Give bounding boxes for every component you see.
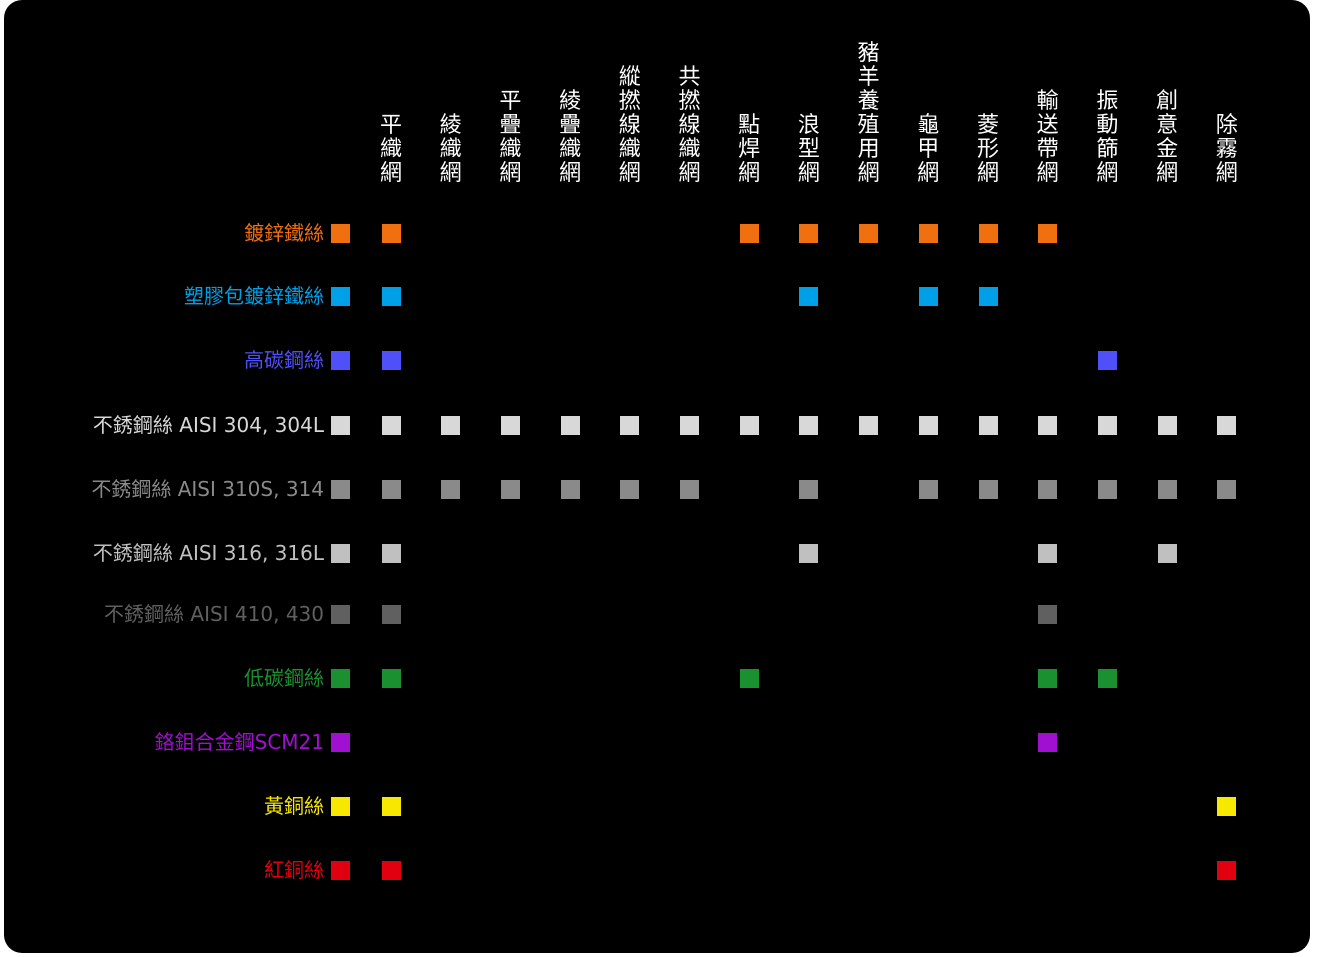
matrix-cell-marker [441, 415, 461, 435]
legend-swatch [330, 223, 350, 243]
row-label: 鉻鉬合金鋼SCM21 [154, 730, 324, 754]
legend-swatch [330, 479, 350, 499]
column-header: 綾織網 [439, 113, 462, 186]
matrix-cell-marker [1038, 604, 1058, 624]
row-label: 低碳鋼絲 [244, 666, 324, 690]
matrix-cell-marker [500, 415, 520, 435]
column-header: 點焊網 [738, 113, 761, 186]
matrix-cell-marker [1157, 479, 1177, 499]
row-label: 不銹鋼絲 AISI 410, 430 [104, 602, 324, 626]
matrix-cell-marker [918, 415, 938, 435]
column-header: 綾疊織網 [559, 89, 582, 186]
legend-swatch [330, 860, 350, 880]
matrix-cell-marker [680, 415, 699, 435]
column-header: 平織網 [379, 113, 402, 186]
column-header: 平疊織網 [499, 89, 522, 186]
matrix-cell-marker [1038, 668, 1058, 688]
row-label: 不銹鋼絲 AISI 304, 304L [92, 413, 324, 437]
matrix-cell-marker [620, 479, 640, 499]
material-mesh-matrix: 平織網 綾織網 平疊織網 綾疊織網 縱撚線織網 共撚線織網 點焊網 浪型網 豬羊養殖用網 龜甲網 菱… [4, 0, 1310, 953]
matrix-cell-marker [978, 223, 998, 243]
column-header: 共撚線織網 [678, 65, 701, 186]
column-header: 振動篩網 [1096, 89, 1119, 186]
row-label: 紅銅絲 [264, 858, 324, 882]
matrix-cell-marker [1217, 415, 1237, 435]
matrix-cell-marker [859, 415, 879, 435]
matrix-cell-marker [918, 479, 938, 499]
matrix-cell-marker [739, 223, 759, 243]
matrix-cell-marker [739, 668, 759, 688]
matrix-cell-marker [560, 479, 580, 499]
matrix-cell-marker [1097, 350, 1117, 370]
matrix-cell-marker [1217, 479, 1237, 499]
legend-swatch [330, 415, 350, 435]
matrix-cell-marker [381, 668, 401, 688]
row-label: 不銹鋼絲 AISI 310S, 314 [91, 477, 324, 501]
matrix-cell-marker [799, 415, 819, 435]
legend-swatch [330, 796, 350, 816]
legend-swatch [330, 543, 350, 563]
matrix-cell-marker [441, 479, 461, 499]
column-header: 龜甲網 [917, 113, 940, 186]
matrix-cell-marker [381, 604, 401, 624]
column-header: 浪型網 [797, 113, 820, 186]
matrix-cell-marker [381, 543, 401, 563]
matrix-cell-marker [1157, 543, 1177, 563]
matrix-cell-marker [978, 479, 998, 499]
matrix-cell-marker [381, 860, 401, 880]
matrix-cell-marker [680, 479, 699, 499]
matrix-cell-marker [560, 415, 580, 435]
legend-swatch [330, 732, 350, 752]
matrix-cell-marker [381, 286, 401, 306]
matrix-cell-marker [1097, 479, 1117, 499]
column-header: 輸送帶網 [1036, 89, 1059, 186]
matrix-cell-marker [799, 543, 819, 563]
matrix-cell-marker [381, 223, 401, 243]
matrix-cell-marker [1157, 415, 1177, 435]
matrix-cell-marker [859, 223, 879, 243]
row-label: 黃銅絲 [264, 794, 324, 818]
legend-swatch [330, 604, 350, 624]
matrix-cell-marker [500, 479, 520, 499]
column-header: 豬羊養殖用網 [857, 41, 880, 186]
matrix-cell-marker [1038, 415, 1058, 435]
row-label: 高碳鋼絲 [244, 348, 324, 372]
matrix-cell-marker [1038, 732, 1058, 752]
column-header: 除霧網 [1215, 113, 1238, 186]
matrix-cell-marker [1217, 860, 1237, 880]
matrix-cell-marker [1097, 668, 1117, 688]
matrix-cell-marker [918, 286, 938, 306]
matrix-cell-marker [978, 286, 998, 306]
legend-swatch [330, 668, 350, 688]
row-label: 塑膠包鍍鋅鐵絲 [184, 284, 324, 308]
column-header: 創意金網 [1156, 89, 1179, 186]
matrix-cell-marker [1038, 223, 1058, 243]
matrix-cell-marker [739, 415, 759, 435]
matrix-cell-marker [978, 415, 998, 435]
matrix-cell-marker [381, 415, 401, 435]
matrix-cell-marker [381, 350, 401, 370]
column-header: 菱形網 [976, 113, 999, 186]
matrix-cell-marker [1038, 543, 1058, 563]
matrix-cell-marker [1038, 479, 1058, 499]
matrix-cell-marker [1217, 796, 1237, 816]
matrix-cell-marker [381, 796, 401, 816]
row-label: 鍍鋅鐵絲 [244, 221, 324, 245]
column-header: 縱撚線織網 [618, 65, 641, 186]
matrix-cell-marker [1097, 415, 1117, 435]
matrix-cell-marker [620, 415, 640, 435]
matrix-cell-marker [918, 223, 938, 243]
matrix-cell-marker [381, 479, 401, 499]
legend-swatch [330, 350, 350, 370]
legend-swatch [330, 286, 350, 306]
row-label: 不銹鋼絲 AISI 316, 316L [92, 541, 324, 565]
matrix-cell-marker [799, 223, 819, 243]
matrix-cell-marker [799, 286, 819, 306]
matrix-cell-marker [799, 479, 819, 499]
